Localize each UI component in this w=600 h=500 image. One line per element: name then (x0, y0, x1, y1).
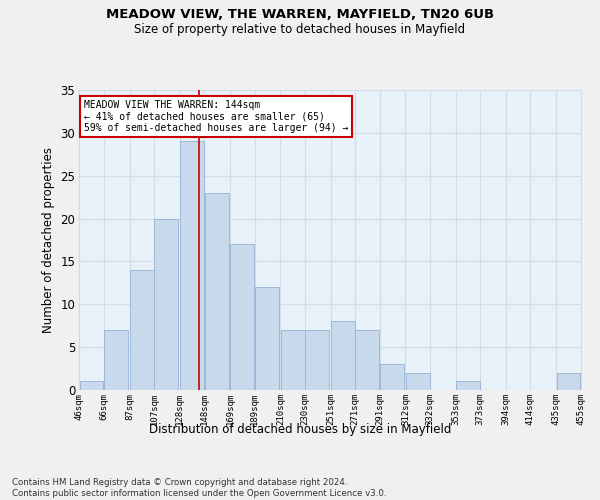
Text: MEADOW VIEW, THE WARREN, MAYFIELD, TN20 6UB: MEADOW VIEW, THE WARREN, MAYFIELD, TN20 … (106, 8, 494, 20)
Y-axis label: Number of detached properties: Number of detached properties (42, 147, 55, 333)
Bar (255, 287, 279, 390)
Bar (557, 373, 580, 390)
Bar (380, 364, 404, 390)
Bar (456, 382, 480, 390)
Bar (281, 330, 305, 390)
Bar (355, 330, 379, 390)
Text: Contains HM Land Registry data © Crown copyright and database right 2024.
Contai: Contains HM Land Registry data © Crown c… (12, 478, 386, 498)
Bar (230, 244, 254, 390)
Bar (406, 373, 430, 390)
Bar (305, 330, 329, 390)
Text: MEADOW VIEW THE WARREN: 144sqm
← 41% of detached houses are smaller (65)
59% of : MEADOW VIEW THE WARREN: 144sqm ← 41% of … (84, 100, 349, 134)
Bar (205, 193, 229, 390)
Text: Distribution of detached houses by size in Mayfield: Distribution of detached houses by size … (149, 422, 451, 436)
Bar (154, 218, 178, 390)
Bar (104, 330, 128, 390)
Text: Size of property relative to detached houses in Mayfield: Size of property relative to detached ho… (134, 22, 466, 36)
Bar (331, 322, 355, 390)
Bar (130, 270, 154, 390)
Bar (80, 382, 103, 390)
Bar (180, 142, 204, 390)
